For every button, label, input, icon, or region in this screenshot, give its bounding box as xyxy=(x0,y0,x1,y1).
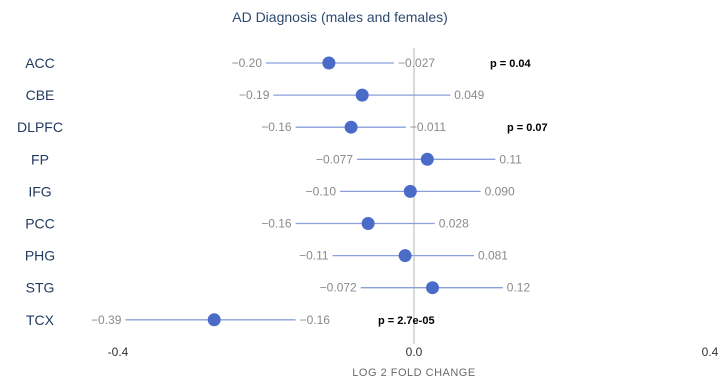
p-value-label: p = 2.7e-05 xyxy=(378,315,435,327)
estimate-point-phg xyxy=(398,249,412,263)
ci-upper-label: 0.028 xyxy=(439,217,469,231)
ci-lower-label: −0.10 xyxy=(306,184,337,198)
ci-lower-label: −0.16 xyxy=(261,120,292,134)
estimate-point-acc xyxy=(322,56,336,70)
region-label-phg: PHG xyxy=(25,248,55,264)
x-axis-label: LOG 2 FOLD CHANGE xyxy=(352,367,475,379)
region-label-fp: FP xyxy=(31,151,49,167)
estimate-point-ifg xyxy=(403,184,417,198)
estimate-point-dlpfc xyxy=(344,120,358,134)
p-value-label: p = 0.07 xyxy=(507,122,548,134)
ci-upper-label: 0.081 xyxy=(478,249,508,263)
region-label-tcx: TCX xyxy=(26,312,55,328)
x-tick-label: -0.4 xyxy=(108,345,129,359)
region-label-stg: STG xyxy=(26,280,55,296)
ci-upper-label: 0.11 xyxy=(499,152,522,166)
region-label-ifg: IFG xyxy=(28,183,51,199)
ci-upper-label: 0.049 xyxy=(454,88,484,102)
estimate-point-tcx xyxy=(207,313,221,327)
estimate-point-stg xyxy=(426,281,439,295)
x-tick-label: 0.4 xyxy=(702,345,719,359)
ci-lower-label: −0.16 xyxy=(261,217,292,231)
region-label-acc: ACC xyxy=(25,55,55,71)
ci-lower-label: −0.19 xyxy=(239,88,270,102)
ci-upper-label: 0.12 xyxy=(507,281,531,295)
ci-lower-label: −0.077 xyxy=(316,152,353,166)
p-value-label: p = 0.04 xyxy=(490,58,532,70)
ci-lower-label: −0.11 xyxy=(299,249,329,263)
ci-upper-label: −0.027 xyxy=(398,56,435,70)
region-label-pcc: PCC xyxy=(25,216,55,232)
chart-title: AD Diagnosis (males and females) xyxy=(232,9,448,25)
x-tick-label: 0.0 xyxy=(406,345,423,359)
region-label-cbe: CBE xyxy=(26,87,55,103)
estimate-point-pcc xyxy=(361,217,375,230)
ci-upper-label: −0.16 xyxy=(300,313,331,327)
x-axis-ticks: -0.4 0.0 0.4 xyxy=(108,345,719,359)
ci-upper-label: −0.011 xyxy=(410,120,446,134)
rows-layer: ACC CBE DLPFC FP IFG PCC PHG STG TCX xyxy=(17,55,63,328)
ci-lower-label: −0.072 xyxy=(320,281,357,295)
ci-lower-label: −0.39 xyxy=(91,313,122,327)
ci-upper-label: 0.090 xyxy=(485,184,515,198)
ci-lower-label: −0.20 xyxy=(232,56,263,70)
estimate-point-cbe xyxy=(355,88,369,102)
estimate-point-fp xyxy=(420,152,434,166)
region-label-dlpfc: DLPFC xyxy=(17,119,63,135)
marks-layer: −0.20 −0.027 p = 0.04 −0.19 0.049 −0.16 −0.011… xyxy=(91,56,548,327)
